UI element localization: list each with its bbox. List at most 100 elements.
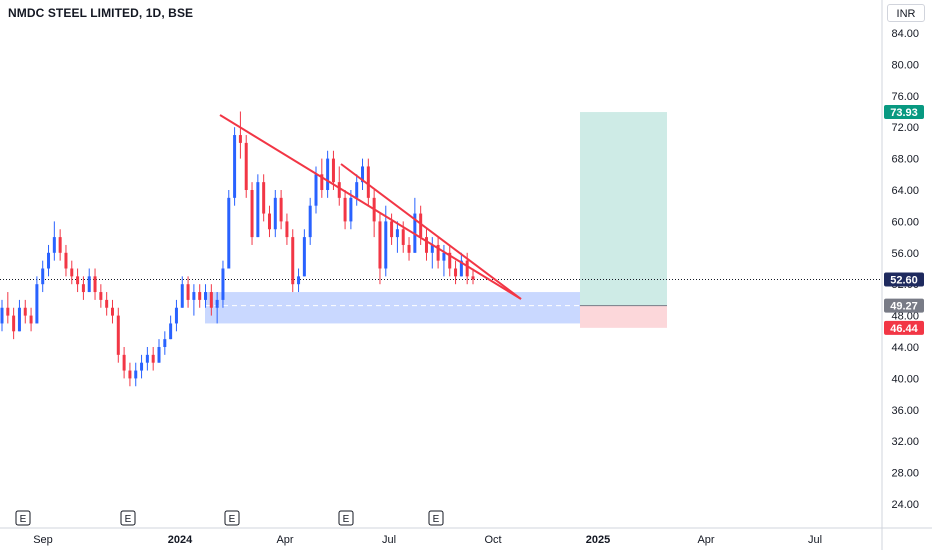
x-tick-label: 2024 bbox=[168, 534, 193, 546]
candle-body bbox=[12, 315, 16, 332]
stop-zone bbox=[580, 305, 667, 328]
candle-body bbox=[209, 292, 213, 308]
candle-body bbox=[134, 370, 138, 379]
candle-body bbox=[145, 354, 149, 363]
y-tick-label: 76.00 bbox=[891, 91, 919, 103]
candle-body bbox=[186, 284, 190, 300]
candle-body bbox=[204, 292, 208, 300]
candle-body bbox=[58, 237, 62, 253]
earnings-marker bbox=[338, 510, 354, 526]
y-tick-label: 60.00 bbox=[891, 216, 919, 228]
candle-body bbox=[314, 174, 318, 206]
earnings-marker bbox=[120, 510, 136, 526]
candle-body bbox=[343, 197, 347, 222]
candle-body bbox=[215, 299, 219, 308]
earnings-marker bbox=[224, 510, 240, 526]
candle-body bbox=[198, 292, 202, 300]
candle-body bbox=[87, 276, 91, 293]
candle-body bbox=[267, 213, 271, 230]
y-tick-label: 64.00 bbox=[891, 185, 919, 197]
support-zone bbox=[205, 292, 580, 324]
candle-body bbox=[23, 307, 27, 316]
candle-body bbox=[157, 347, 161, 363]
candle-body bbox=[448, 252, 452, 269]
y-tick-label: 32.00 bbox=[891, 436, 919, 448]
candle-body bbox=[29, 315, 33, 324]
candle-body bbox=[361, 166, 365, 183]
candle-body bbox=[233, 135, 237, 198]
candle-body bbox=[424, 237, 428, 253]
candle-body bbox=[285, 221, 289, 238]
candle-body bbox=[262, 182, 266, 214]
candle-body bbox=[465, 260, 469, 277]
y-tick-label: 44.00 bbox=[891, 342, 919, 354]
y-tick-label: 36.00 bbox=[891, 405, 919, 417]
earnings-marker-label: E bbox=[125, 514, 132, 525]
candle-body bbox=[6, 307, 10, 316]
candle-body bbox=[279, 197, 283, 222]
candle-body bbox=[355, 182, 359, 198]
candle-body bbox=[52, 237, 56, 253]
currency-button[interactable]: INR bbox=[887, 4, 925, 22]
last-price-badge-text: 52.60 bbox=[890, 274, 918, 286]
x-tick-label: Oct bbox=[484, 534, 501, 546]
candle-body bbox=[320, 174, 324, 190]
trendline-2 bbox=[340, 163, 522, 300]
candle-body bbox=[250, 190, 254, 238]
y-tick-label: 40.00 bbox=[891, 373, 919, 385]
candle-body bbox=[35, 284, 39, 324]
candle-body bbox=[390, 221, 394, 238]
candle-body bbox=[128, 370, 132, 379]
candle-body bbox=[47, 252, 51, 269]
y-tick-label: 56.00 bbox=[891, 248, 919, 260]
candle-body bbox=[227, 197, 231, 269]
candle-body bbox=[256, 182, 260, 238]
y-tick-label: 24.00 bbox=[891, 499, 919, 511]
y-tick-label: 48.00 bbox=[891, 311, 919, 323]
candle-body bbox=[454, 268, 458, 277]
y-tick-label: 84.00 bbox=[891, 28, 919, 40]
candle-body bbox=[76, 276, 80, 285]
candle-body bbox=[436, 244, 440, 261]
entry-price-badge bbox=[884, 298, 924, 313]
candle-body bbox=[378, 221, 382, 269]
candle-body bbox=[366, 166, 370, 198]
candle-body bbox=[81, 284, 85, 293]
candle-body bbox=[174, 307, 178, 324]
candle-body bbox=[395, 229, 399, 238]
candle-body bbox=[151, 354, 155, 363]
stop-price-badge bbox=[884, 320, 924, 335]
candle-body bbox=[442, 252, 446, 261]
candle-body bbox=[180, 284, 184, 308]
candle-body bbox=[122, 354, 126, 371]
candle-body bbox=[0, 307, 4, 324]
earnings-marker bbox=[15, 510, 31, 526]
candle-body bbox=[407, 244, 411, 253]
candle-body bbox=[64, 252, 68, 269]
x-tick-label: Apr bbox=[697, 534, 714, 546]
earnings-marker-label: E bbox=[433, 514, 440, 525]
y-tick-label: 80.00 bbox=[891, 59, 919, 71]
candle-body bbox=[291, 237, 295, 285]
x-tick-label: Jul bbox=[808, 534, 822, 546]
candle-body bbox=[401, 229, 405, 245]
chart-title: NMDC STEEL LIMITED, 1D, BSE bbox=[8, 6, 194, 20]
candle-body bbox=[70, 268, 74, 277]
candle-body bbox=[471, 276, 475, 280]
y-tick-label: 28.00 bbox=[891, 468, 919, 480]
earnings-marker-label: E bbox=[229, 514, 236, 525]
candle-body bbox=[326, 158, 330, 190]
last-price-badge bbox=[884, 272, 924, 287]
candle-body bbox=[244, 142, 248, 190]
candle-body bbox=[308, 205, 312, 238]
x-tick-label: 2025 bbox=[586, 534, 610, 546]
candle-body bbox=[273, 197, 277, 230]
candle-body bbox=[238, 135, 242, 143]
candle-body bbox=[41, 268, 45, 285]
trendline-1 bbox=[219, 114, 522, 300]
candle-body bbox=[105, 299, 109, 308]
candle-body bbox=[349, 197, 353, 222]
stop-price-badge-text: 46.44 bbox=[890, 323, 918, 335]
candle-body bbox=[17, 307, 21, 332]
